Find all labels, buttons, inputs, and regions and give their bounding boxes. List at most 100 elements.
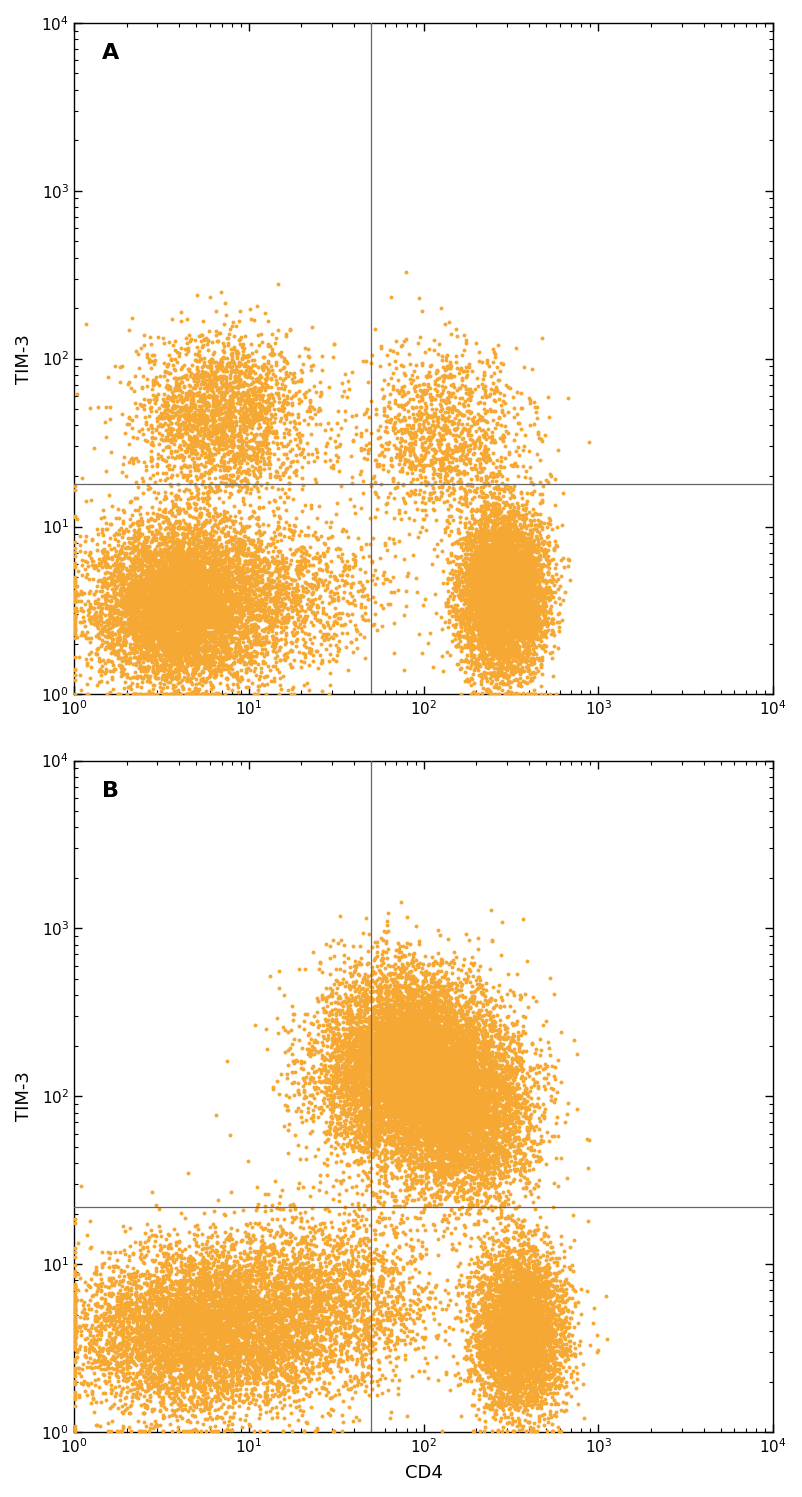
Point (423, 428, 435, 452)
Point (155, 617, 168, 641)
Point (375, 1096, 387, 1120)
Point (496, 632, 508, 656)
Point (508, 596, 520, 620)
Point (453, 1046, 466, 1070)
Point (286, 1308, 298, 1332)
Point (185, 1361, 198, 1385)
Point (166, 1275, 179, 1299)
Point (497, 579, 510, 603)
Point (473, 1069, 486, 1093)
Point (535, 539, 548, 563)
Point (447, 1145, 460, 1169)
Point (180, 1254, 193, 1278)
Point (252, 527, 265, 551)
Point (162, 608, 175, 632)
Point (380, 1034, 393, 1058)
Point (492, 493, 505, 516)
Point (348, 1084, 361, 1108)
Point (489, 497, 502, 521)
Point (496, 1338, 508, 1362)
Point (332, 400, 345, 424)
Point (525, 548, 537, 572)
Point (219, 630, 232, 654)
Point (516, 579, 529, 603)
Point (440, 1037, 453, 1061)
Point (289, 1259, 302, 1283)
Point (443, 1004, 456, 1028)
Point (483, 1067, 496, 1091)
Point (530, 1094, 543, 1118)
Point (176, 609, 188, 633)
Point (158, 599, 171, 623)
Point (477, 1253, 490, 1277)
Point (203, 654, 216, 678)
Point (488, 1096, 500, 1120)
Point (465, 552, 478, 576)
Point (379, 970, 392, 994)
Point (484, 1301, 496, 1325)
Point (493, 632, 506, 656)
Point (533, 1311, 546, 1335)
Point (196, 564, 209, 588)
Point (512, 1353, 525, 1377)
Point (219, 620, 232, 644)
Point (419, 991, 431, 1015)
Point (517, 1286, 530, 1310)
Point (406, 1109, 419, 1133)
Point (331, 1067, 344, 1091)
Point (506, 1269, 519, 1293)
Point (502, 1085, 515, 1109)
Point (233, 328, 245, 352)
Point (475, 1373, 488, 1397)
Point (492, 1042, 505, 1066)
Point (189, 546, 202, 570)
Point (77, 1373, 90, 1397)
Point (468, 984, 480, 1007)
Point (364, 1033, 377, 1057)
Point (180, 421, 193, 445)
Point (429, 1051, 442, 1075)
Point (456, 440, 469, 464)
Point (176, 1256, 188, 1280)
Point (261, 1391, 274, 1415)
Point (133, 636, 146, 660)
Point (516, 545, 529, 569)
Point (344, 1036, 357, 1060)
Point (438, 975, 451, 998)
Point (183, 608, 196, 632)
Point (357, 1370, 370, 1394)
Point (403, 440, 416, 464)
Point (387, 993, 400, 1016)
Point (228, 584, 241, 608)
Point (255, 1349, 268, 1373)
Point (472, 629, 485, 653)
Point (411, 1301, 423, 1325)
Point (124, 1216, 136, 1240)
Point (426, 1073, 439, 1097)
Point (209, 596, 222, 620)
Point (257, 1328, 269, 1352)
Point (395, 1127, 407, 1151)
Point (87, 596, 100, 620)
Point (134, 1231, 147, 1254)
Point (375, 1025, 388, 1049)
Point (502, 1302, 515, 1326)
Point (496, 606, 508, 630)
Point (460, 1030, 473, 1054)
Point (423, 1138, 436, 1162)
Point (381, 1111, 394, 1135)
Point (264, 1365, 277, 1389)
Point (273, 557, 286, 581)
Point (483, 383, 496, 407)
Point (247, 1335, 260, 1359)
Point (281, 1365, 294, 1389)
Point (100, 1337, 113, 1361)
Point (449, 578, 462, 602)
Point (312, 1287, 325, 1311)
Point (172, 1343, 185, 1367)
Point (489, 1220, 502, 1244)
Point (241, 1332, 253, 1356)
Point (200, 669, 213, 693)
Point (438, 1112, 451, 1136)
Point (416, 1108, 429, 1132)
